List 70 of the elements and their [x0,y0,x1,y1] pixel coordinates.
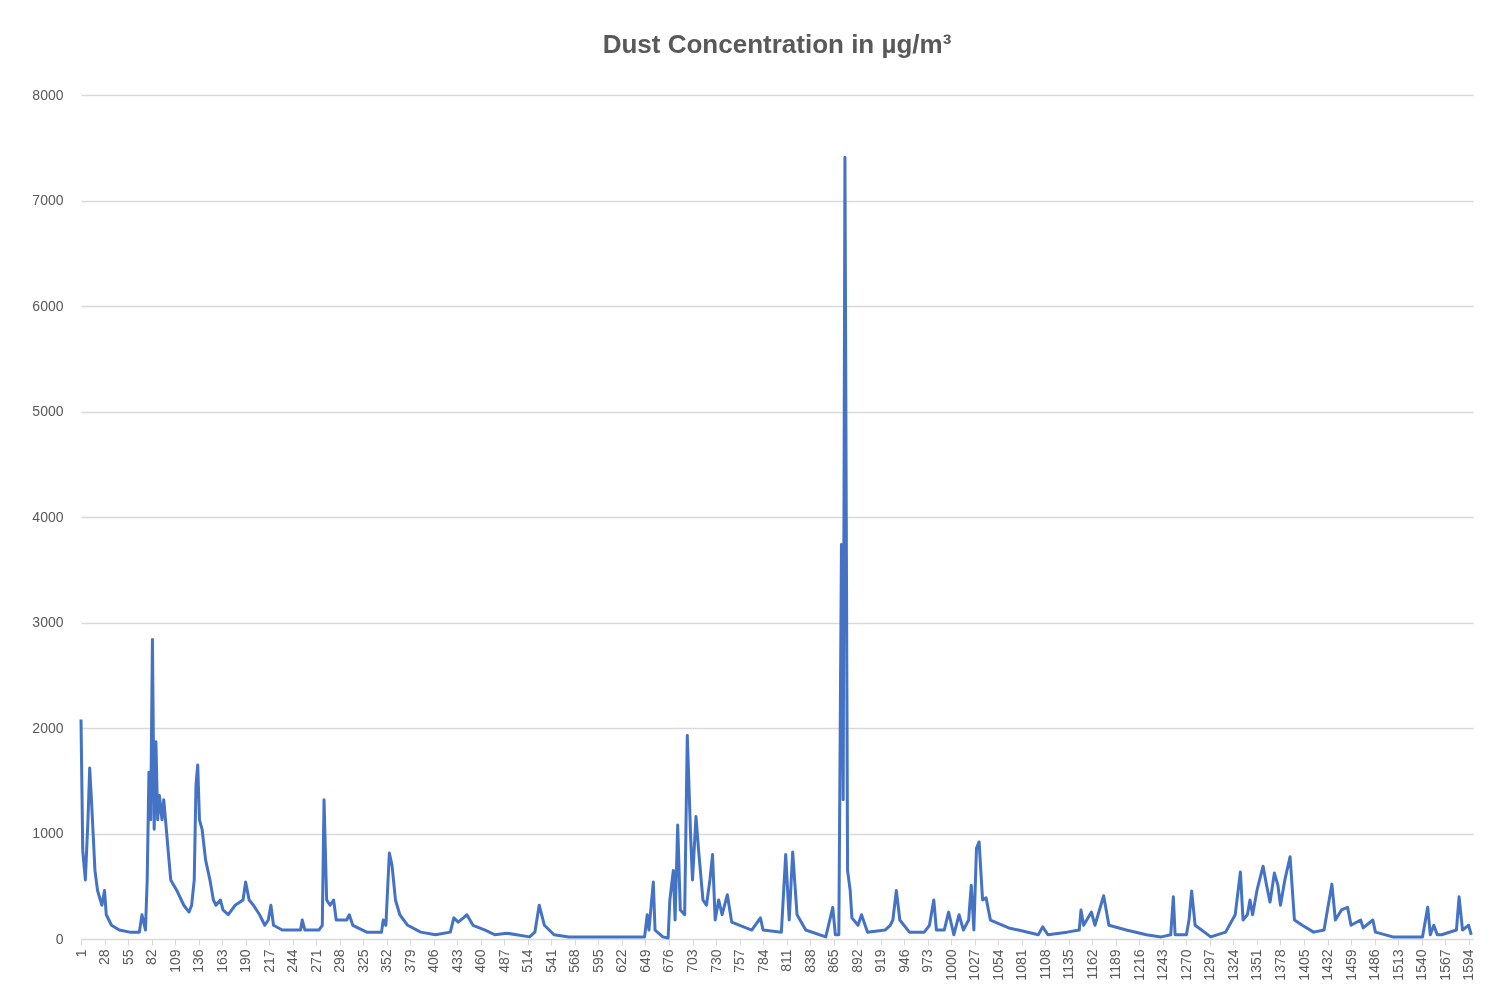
y-tick-label: 8000 [32,86,64,103]
x-tick-label: 82 [143,949,160,966]
x-tick-label: 460 [472,949,489,973]
x-tick-label: 244 [284,949,301,973]
x-tick-label: 1432 [1319,949,1336,981]
x-tick-label: 217 [260,949,277,973]
x-tick-label: 568 [566,949,583,973]
x-tick-label: 1594 [1460,949,1477,981]
x-tick-label: 109 [166,949,183,973]
x-tick-label: 433 [448,949,465,973]
x-tick-label: 1297 [1201,949,1218,981]
x-tick-label: 919 [872,949,889,973]
x-tick-label: 1162 [1083,949,1100,980]
y-tick-label: 0 [55,930,64,947]
x-tick-label: 1000 [942,949,959,981]
x-tick-label: 676 [660,949,677,973]
y-tick-label: 4000 [32,508,64,525]
x-tick-label: 973 [919,949,936,973]
x-tick-label: 946 [895,949,912,973]
x-tick-label: 1486 [1366,949,1383,981]
x-tick-label: 271 [307,949,324,973]
x-tick-label: 1081 [1013,949,1030,981]
y-tick-label: 3000 [32,614,64,630]
x-tick-label: 514 [519,949,536,973]
x-tick-label: 136 [190,949,207,973]
y-tick-label: 7000 [32,192,64,208]
x-tick-label: 352 [378,949,395,973]
y-tick-label: 5000 [32,403,64,419]
x-tick-label: 892 [848,949,865,973]
x-tick-label: 1135 [1060,949,1077,980]
x-tick-label: 1324 [1224,949,1241,981]
x-tick-label: 1540 [1413,949,1430,981]
x-tick-label: 595 [589,949,606,973]
x-tick-label: 1567 [1436,949,1453,981]
x-tick-label: 1243 [1154,949,1171,981]
x-tick-label: 865 [825,949,842,973]
x-tick-label: 838 [801,949,818,973]
x-tick-label: 325 [354,949,371,973]
x-tick-label: 487 [495,949,512,973]
x-tick-label: 1108 [1036,949,1053,980]
x-tick-label: 1054 [989,949,1006,981]
x-tick-label: 1459 [1342,949,1359,981]
x-tick-label: 1378 [1271,949,1288,981]
x-tick-label: 730 [707,949,724,973]
x-tick-label: 190 [237,949,254,973]
x-tick-label: 1027 [966,949,983,981]
x-tick-label: 649 [636,949,653,973]
x-tick-label: 55 [119,949,136,966]
y-tick-label: 2000 [32,719,64,736]
x-tick-label: 1513 [1389,949,1406,981]
x-tick-label: 1216 [1130,949,1147,981]
x-tick-label: 811 [778,949,795,972]
x-tick-label: 784 [754,949,771,973]
x-tick-label: 1270 [1177,949,1194,981]
x-tick-label: 379 [401,949,418,973]
x-tick-label: 1405 [1295,949,1312,981]
x-tick-label: 622 [613,949,630,973]
x-tick-label: 298 [331,949,348,973]
chart-title: Dust Concentration in µg/m³ [602,29,952,59]
x-tick-label: 406 [425,949,442,973]
x-tick-label: 1189 [1107,949,1124,980]
x-tick-label: 541 [542,949,559,973]
x-tick-label: 28 [96,949,113,966]
y-tick-label: 6000 [32,297,64,314]
x-tick-label: 757 [731,949,748,973]
x-tick-label: 1 [72,949,89,958]
x-tick-label: 703 [684,949,700,973]
y-tick-label: 1000 [32,825,64,841]
x-tick-label: 1351 [1248,949,1265,981]
x-tick-label: 163 [213,949,230,973]
